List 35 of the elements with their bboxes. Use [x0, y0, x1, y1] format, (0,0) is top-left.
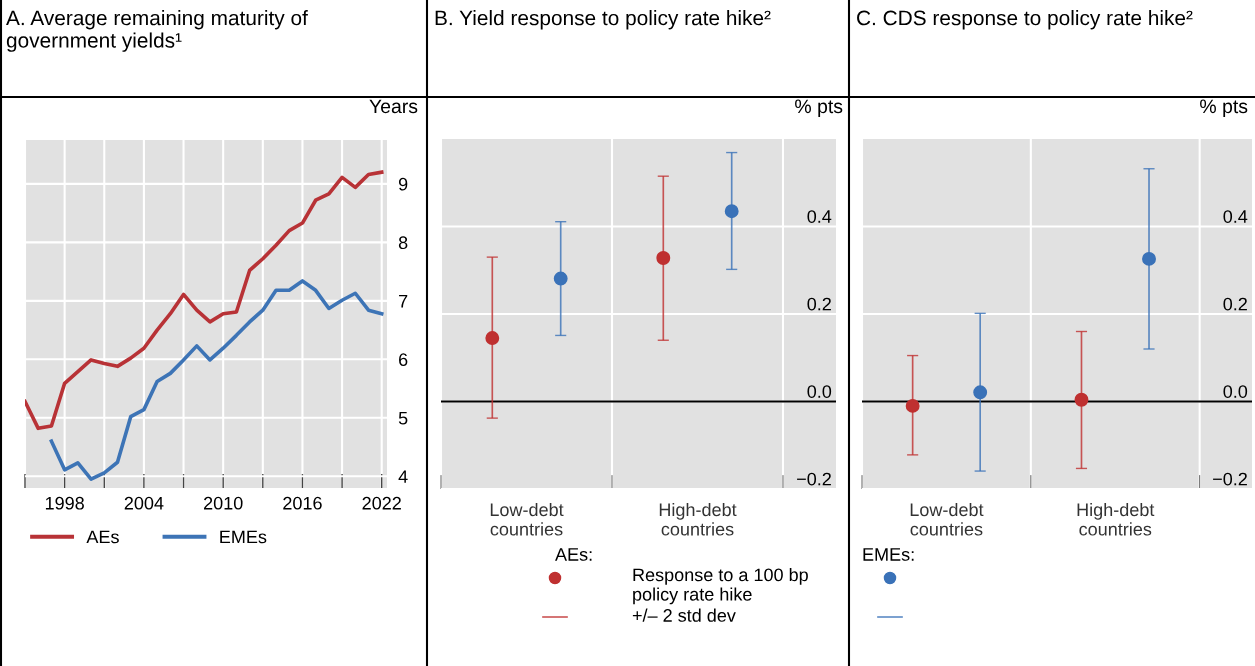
- y-tick-label: −0.2: [797, 472, 831, 486]
- y-axis-title: Years: [369, 99, 418, 114]
- x-tick-label: 2004: [124, 496, 164, 510]
- legend-label: EMEs: [220, 530, 267, 544]
- y-tick-label: 9: [398, 177, 408, 191]
- y-axis-title: % pts: [795, 99, 843, 118]
- x-tick-label: 2016: [283, 496, 322, 510]
- y-axis-title: % pts: [1200, 99, 1248, 118]
- y-tick-label: 0.4: [1223, 210, 1248, 223]
- text: AEs:: [555, 548, 592, 561]
- x-tick-label: Low-debt countries: [490, 502, 564, 536]
- chart-title: A. Average remaining maturity of government yields¹: [6, 10, 308, 52]
- x-tick-label: High-debt countries: [659, 502, 737, 536]
- x-tick-label: 2022: [362, 496, 401, 510]
- y-tick-label: 0.2: [1223, 297, 1247, 311]
- text: Response to a 100 bp policy rate hike: [633, 568, 808, 605]
- legend-label: AEs: [86, 530, 119, 544]
- x-tick-label: Low-debt countries: [910, 502, 984, 536]
- x-tick-label: 2010: [204, 496, 243, 510]
- y-tick-label: 0.0: [1223, 385, 1248, 398]
- y-tick-label: 7: [399, 294, 408, 308]
- y-tick-label: 5: [398, 411, 408, 425]
- y-tick-label: 6: [399, 353, 408, 367]
- y-tick-label: −0.2: [1213, 472, 1247, 486]
- y-tick-label: 0.0: [807, 385, 832, 398]
- text: EMEs:: [863, 548, 914, 561]
- x-tick-label: 1998: [45, 496, 84, 510]
- text: +/– 2 std dev: [632, 608, 736, 622]
- y-tick-label: 4: [398, 470, 408, 483]
- chart-title: C. CDS response to policy rate hike²: [857, 10, 1193, 30]
- y-tick-label: 0.2: [807, 297, 831, 311]
- chart-title: B. Yield response to policy rate hike²: [435, 10, 771, 30]
- y-tick-label: 8: [398, 236, 408, 250]
- y-tick-label: 0.4: [807, 210, 832, 223]
- x-tick-label: High-debt countries: [1077, 502, 1155, 536]
